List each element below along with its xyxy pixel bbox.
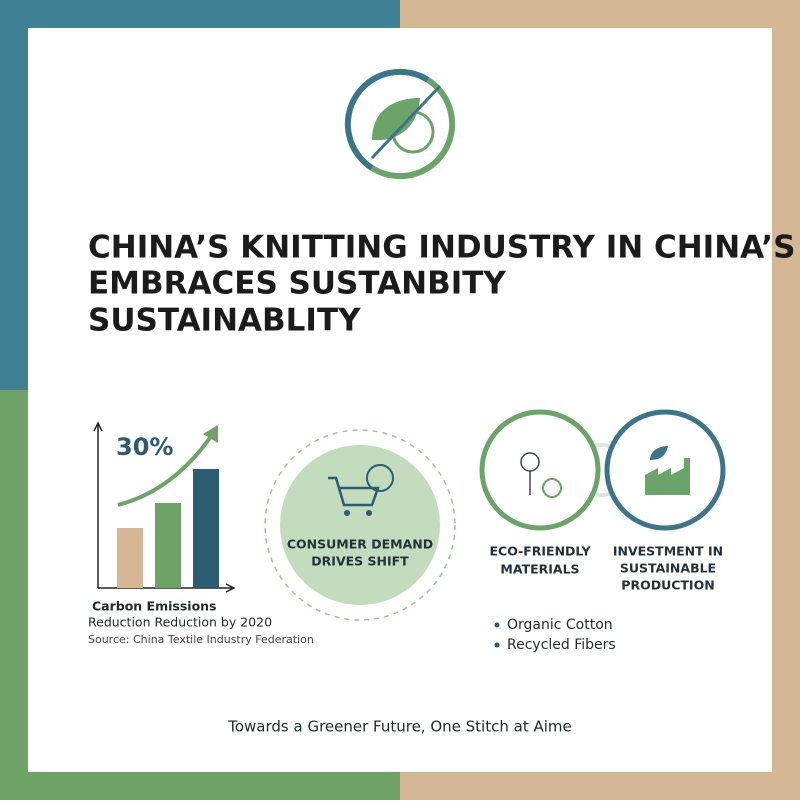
axis-arrow (225, 583, 236, 593)
investment-label: INVESTMENT IN (613, 544, 723, 559)
recycle-icon (542, 478, 562, 498)
trend-arrow-head (203, 425, 218, 443)
bullet: Recycled Fibers (507, 637, 616, 653)
bullet-dot (494, 642, 500, 648)
title-line: EMBRACES SUSTANBITY (88, 266, 506, 302)
badge-label: DRIVES SHIFT (311, 554, 409, 569)
footer: Towards a Greener Future, One Stitch at … (227, 718, 572, 736)
trend-arrow (117, 430, 216, 507)
logo-needle (370, 84, 442, 160)
cotton-icon (520, 452, 562, 498)
stat-source: Source: China Textile Industry Federatio… (88, 633, 314, 646)
bullet: Organic Cotton (507, 617, 613, 633)
investment-label: PRODUCTION (621, 578, 714, 593)
globe-icon (366, 464, 394, 492)
factory (645, 458, 690, 495)
bullet-dot (494, 622, 500, 628)
badge-label: CONSUMER DEMAND (287, 537, 433, 552)
stat-caption: Carbon Emissions (92, 599, 217, 614)
title-line: SUSTAINABLITY (88, 303, 361, 339)
mini-chart: 30% (93, 421, 236, 593)
consumer-badge: CONSUMER DEMAND DRIVES SHIFT (264, 429, 456, 621)
stat-caption: Reduction Reduction by 2020 (88, 615, 272, 630)
logo (344, 68, 456, 180)
logo-arc-teal (344, 68, 430, 171)
title-line: CHINA’S KNITTING INDUSTRY IN CHINA’S (88, 230, 795, 266)
axis-arrow (93, 421, 103, 432)
bar (193, 469, 219, 588)
stat-value: 30% (116, 433, 173, 461)
dashed-ring (264, 429, 456, 621)
bar (117, 528, 143, 588)
investment-label: SUSTAINABLE (620, 561, 716, 576)
cart-wheel (344, 510, 350, 516)
investment-ring (604, 409, 726, 531)
logo-arc-green (370, 77, 456, 180)
eco-label: ECO-FRIENDLY (489, 544, 591, 559)
cart-wheel (366, 510, 372, 516)
card (28, 28, 772, 772)
factory-leaf (650, 446, 668, 460)
eco-label: MATERIALS (500, 562, 579, 577)
badge-fill (280, 445, 440, 605)
bar (155, 503, 181, 588)
logo-leaf (372, 98, 420, 141)
factory-icon (645, 446, 690, 495)
eco-ring (479, 409, 601, 531)
